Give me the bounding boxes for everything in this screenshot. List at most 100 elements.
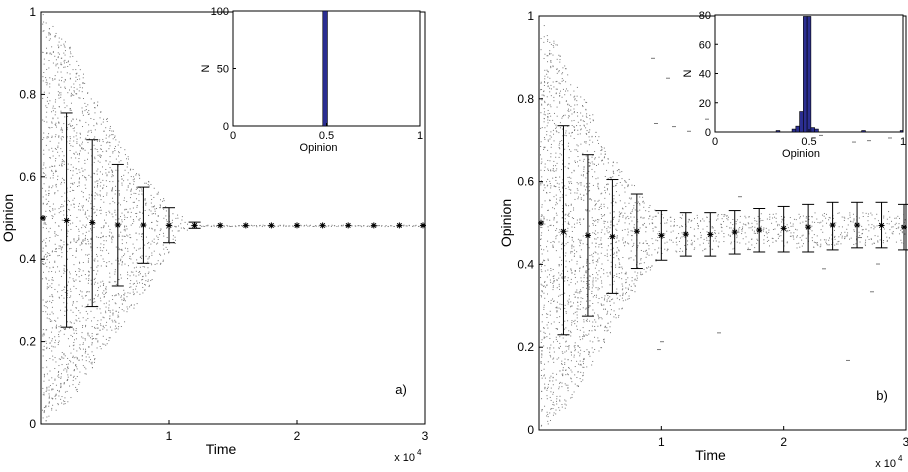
opinion-point <box>120 274 122 276</box>
opinion-point <box>121 178 123 180</box>
opinion-point <box>655 239 657 241</box>
opinion-point <box>543 95 545 97</box>
opinion-point <box>550 375 552 377</box>
opinion-point <box>579 364 581 366</box>
opinion-point <box>156 224 158 226</box>
opinion-point <box>621 207 623 209</box>
opinion-point <box>573 108 575 110</box>
opinion-point <box>51 46 53 48</box>
opinion-point <box>630 216 632 218</box>
opinion-point <box>64 291 66 293</box>
opinion-point <box>100 148 102 150</box>
opinion-point <box>703 238 705 240</box>
opinion-point <box>49 177 51 179</box>
opinion-point <box>46 387 48 389</box>
opinion-point <box>408 225 410 227</box>
opinion-point <box>315 225 317 227</box>
opinion-point <box>690 226 692 228</box>
opinion-point <box>576 308 578 310</box>
opinion-point <box>108 261 110 263</box>
opinion-point <box>567 110 569 112</box>
opinion-point <box>84 235 86 237</box>
opinion-point <box>90 359 92 361</box>
opinion-point <box>129 283 131 285</box>
opinion-point <box>541 161 543 163</box>
opinion-point <box>85 356 87 358</box>
opinion-point <box>555 336 557 338</box>
opinion-point <box>100 300 102 302</box>
opinion-point <box>157 242 159 244</box>
opinion-point <box>75 356 77 358</box>
opinion-point <box>582 235 584 237</box>
opinion-point <box>141 236 143 238</box>
opinion-point <box>616 236 618 238</box>
opinion-point <box>708 118 709 120</box>
opinion-point <box>834 238 836 240</box>
mean-marker <box>584 232 591 239</box>
opinion-point <box>706 225 708 227</box>
opinion-point <box>45 242 47 244</box>
opinion-point <box>139 247 141 249</box>
opinion-point <box>135 192 137 194</box>
x-tick-label: 1 <box>658 435 665 449</box>
opinion-point <box>58 334 60 336</box>
opinion-point <box>55 361 57 363</box>
opinion-point <box>559 409 561 411</box>
opinion-point <box>603 273 605 275</box>
opinion-point <box>607 292 609 294</box>
opinion-point <box>877 241 879 243</box>
opinion-point <box>826 213 828 215</box>
opinion-point <box>415 224 417 226</box>
opinion-point <box>135 266 137 268</box>
opinion-point <box>768 229 770 231</box>
opinion-point <box>613 253 615 255</box>
opinion-point <box>156 235 158 237</box>
opinion-point <box>595 261 597 263</box>
opinion-point <box>121 249 123 251</box>
opinion-point <box>61 159 63 161</box>
opinion-point <box>541 88 543 90</box>
opinion-point <box>579 182 581 184</box>
opinion-point <box>102 195 104 197</box>
opinion-point <box>96 186 98 188</box>
opinion-point <box>124 219 126 221</box>
opinion-point <box>643 217 645 219</box>
opinion-point <box>546 415 548 417</box>
opinion-point <box>616 182 618 184</box>
opinion-point <box>642 224 644 226</box>
opinion-point <box>90 207 92 209</box>
opinion-point <box>886 239 888 241</box>
opinion-point <box>169 243 171 245</box>
opinion-point <box>114 321 116 323</box>
opinion-point <box>109 337 111 339</box>
opinion-point <box>595 219 597 221</box>
opinion-point <box>592 360 594 362</box>
opinion-point <box>577 198 579 200</box>
opinion-point <box>55 59 57 61</box>
opinion-point <box>52 216 54 218</box>
opinion-point <box>570 268 572 270</box>
opinion-point <box>81 332 83 334</box>
opinion-point <box>133 307 135 309</box>
opinion-point <box>43 380 45 382</box>
opinion-point <box>162 259 164 261</box>
opinion-point <box>589 182 591 184</box>
opinion-point <box>622 215 624 217</box>
opinion-point <box>871 214 873 216</box>
opinion-point <box>51 217 53 219</box>
opinion-point <box>103 296 105 298</box>
opinion-point <box>825 241 827 243</box>
opinion-point <box>60 239 62 241</box>
opinion-point <box>583 335 585 337</box>
opinion-point <box>564 304 566 306</box>
opinion-point <box>869 140 870 142</box>
opinion-point <box>84 102 86 104</box>
opinion-point <box>549 351 551 353</box>
opinion-point <box>54 367 56 369</box>
opinion-point <box>600 243 602 245</box>
opinion-point <box>559 90 561 92</box>
opinion-point <box>73 344 75 346</box>
opinion-point <box>112 175 114 177</box>
opinion-point <box>594 348 596 350</box>
opinion-point <box>165 219 167 221</box>
